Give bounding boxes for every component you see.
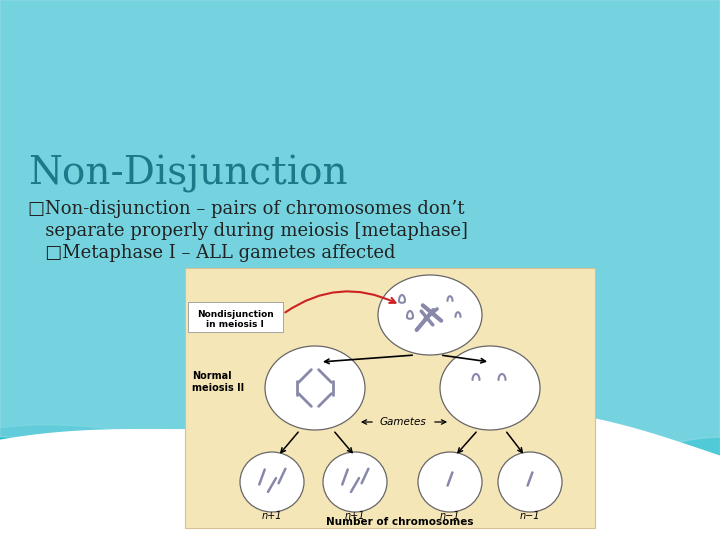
Text: Normal
meiosis II: Normal meiosis II (192, 371, 244, 393)
Bar (185, 268, 595, 528)
Ellipse shape (440, 346, 540, 430)
Text: Non-Disjunction: Non-Disjunction (28, 155, 348, 193)
Ellipse shape (265, 346, 365, 430)
Text: Gametes: Gametes (379, 417, 426, 427)
Text: n+1: n+1 (262, 511, 282, 521)
Text: □Metaphase I – ALL gametes affected: □Metaphase I – ALL gametes affected (28, 244, 395, 262)
Text: Nondisjunction
in meiosis I: Nondisjunction in meiosis I (197, 310, 274, 329)
Text: □Non-disjunction – pairs of chromosomes don’t: □Non-disjunction – pairs of chromosomes … (28, 200, 464, 218)
Text: n−1: n−1 (520, 511, 540, 521)
Text: Number of chromosomes: Number of chromosomes (326, 517, 474, 527)
Text: separate properly during meiosis [metaphase]: separate properly during meiosis [metaph… (28, 222, 468, 240)
Ellipse shape (240, 452, 304, 512)
Ellipse shape (498, 452, 562, 512)
Ellipse shape (323, 452, 387, 512)
Bar (188, 302, 283, 332)
Text: n+1: n+1 (345, 511, 365, 521)
Ellipse shape (378, 275, 482, 355)
Text: n−1: n−1 (440, 511, 460, 521)
Ellipse shape (418, 452, 482, 512)
